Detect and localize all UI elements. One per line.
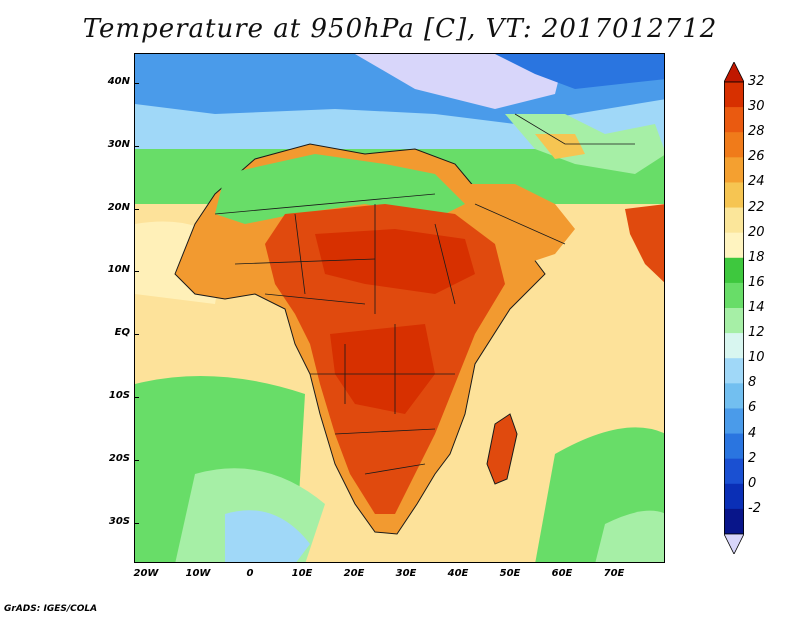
- colorbar-label: 32: [748, 74, 765, 89]
- colorbar-segment: [724, 484, 744, 510]
- colorbar-label: 2: [748, 451, 756, 466]
- colorbar-segment: [724, 258, 744, 284]
- colorbar-bottom-arrow: [724, 534, 744, 554]
- colorbar-segment: [724, 182, 744, 208]
- lat-tick: [134, 523, 139, 524]
- lon-label-50e: 50E: [495, 568, 525, 579]
- colorbar-segment: [724, 509, 744, 535]
- lat-label-eq: EQ: [104, 327, 130, 338]
- colorbar-segment: [724, 383, 744, 409]
- colorbar-label: 14: [748, 300, 765, 315]
- colorbar-label: 12: [748, 325, 765, 340]
- colorbar-segment: [724, 107, 744, 133]
- colorbar-label: 6: [748, 400, 756, 415]
- lat-label-20s: 20S: [104, 453, 130, 464]
- lat-label-20n: 20N: [104, 202, 130, 213]
- lat-label-30n: 30N: [104, 139, 130, 150]
- lat-tick: [134, 334, 139, 335]
- colorbar-segment: [724, 157, 744, 183]
- lat-tick: [134, 397, 139, 398]
- colorbar-label: 20: [748, 225, 765, 240]
- colorbar-segment: [724, 308, 744, 334]
- map-frame: [134, 53, 665, 563]
- lat-label-10n: 10N: [104, 264, 130, 275]
- temperature-map: [135, 54, 665, 563]
- colorbar: [724, 62, 744, 554]
- lon-label-40e: 40E: [443, 568, 473, 579]
- colorbar-segment: [724, 408, 744, 434]
- colorbar-label: -2: [748, 501, 761, 516]
- colorbar-segment: [724, 82, 744, 108]
- colorbar-label: 16: [748, 275, 765, 290]
- lat-tick: [134, 209, 139, 210]
- colorbar-segment: [724, 358, 744, 384]
- colorbar-segment: [724, 233, 744, 259]
- colorbar-label: 10: [748, 350, 765, 365]
- colorbar-label: 28: [748, 124, 765, 139]
- lon-label-20e: 20E: [339, 568, 369, 579]
- lon-label-20w: 20W: [131, 568, 161, 579]
- lon-label-60e: 60E: [547, 568, 577, 579]
- colorbar-segment: [724, 459, 744, 485]
- colorbar-top-arrow: [724, 62, 744, 82]
- colorbar-segment: [724, 208, 744, 234]
- colorbar-segment: [724, 333, 744, 359]
- colorbar-label: 8: [748, 375, 756, 390]
- colorbar-label: 4: [748, 426, 756, 441]
- colorbar-label: 24: [748, 174, 765, 189]
- lon-label-70e: 70E: [599, 568, 629, 579]
- lat-label-30s: 30S: [104, 516, 130, 527]
- lat-tick: [134, 271, 139, 272]
- colorbar-label: 26: [748, 149, 765, 164]
- colorbar-segment: [724, 283, 744, 309]
- lat-tick: [134, 83, 139, 84]
- footer-credit: GrADS: IGES/COLA: [4, 604, 97, 614]
- colorbar-segment: [724, 434, 744, 460]
- colorbar-segment: [724, 132, 744, 158]
- lat-label-40n: 40N: [104, 76, 130, 87]
- lon-label-30e: 30E: [391, 568, 421, 579]
- lat-label-10s: 10S: [104, 390, 130, 401]
- lon-label-10e: 10E: [287, 568, 317, 579]
- colorbar-label: 22: [748, 200, 765, 215]
- lat-tick: [134, 146, 139, 147]
- colorbar-label: 30: [748, 99, 765, 114]
- colorbar-label: 18: [748, 250, 765, 265]
- lon-label-0: 0: [235, 568, 265, 579]
- lon-label-10w: 10W: [183, 568, 213, 579]
- lat-tick: [134, 460, 139, 461]
- chart-title: Temperature at 950hPa [C], VT: 201701271…: [0, 14, 800, 44]
- colorbar-label: 0: [748, 476, 756, 491]
